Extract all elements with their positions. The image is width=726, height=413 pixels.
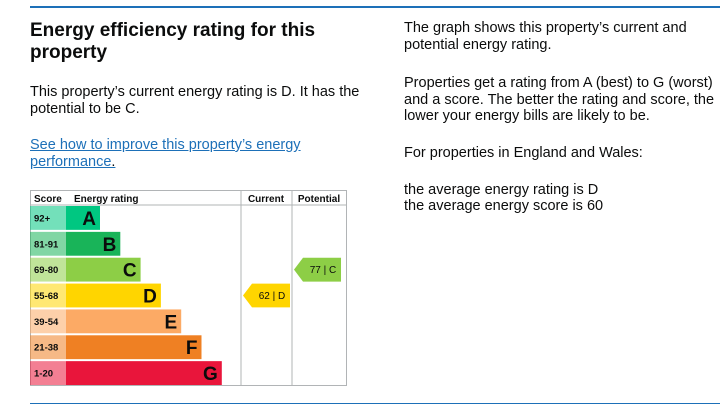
band-G-bar [66,361,222,385]
link-period: . [111,153,116,170]
bottom-divider [30,403,720,404]
rating-summary: Energy efficiency rating for this proper… [30,20,370,170]
band-F-score-cell [30,335,66,360]
average-rating-text: the average energy rating is D [404,182,599,198]
top-divider [30,6,720,8]
average-score-text: the average energy score is 60 [404,198,604,214]
energy-rating-column-header: Energy rating [74,194,138,205]
band-C-letter: C [123,261,137,282]
potential-rating-arrow [294,257,341,282]
band-E-letter: E [165,312,178,333]
band-D-score-cell [30,283,66,308]
rating-bands: 92+ A 81-91 B 69-80 C 55-68 D 39-54 E 21-38 F 1-20 G [30,206,222,385]
band-B-range: 81-91 [34,239,59,250]
band-D-range: 55-68 [34,291,58,302]
band-G-range: 1-20 [34,369,53,380]
band-B-score-cell [30,231,66,256]
section-heading: Energy efficiency rating for this proper… [30,20,316,63]
score-column-header: Score [34,194,62,205]
band-B-letter: B [103,235,117,256]
rating-markers: 62 | D 77 | C [243,257,341,308]
band-E-score-cell [30,309,66,334]
band-A-range: 92+ [34,213,51,224]
band-E-range: 39-54 [34,317,59,328]
band-F-bar [66,335,202,360]
band-G-score-cell [30,361,66,385]
energy-rating-graph: Score Energy rating Current Potential 92… [30,190,347,386]
potential-rating-label: 77 | C [310,265,337,276]
band-F-range: 21-38 [34,343,58,354]
energy-rating-chart: Score Energy rating Current Potential 92… [30,190,347,386]
band-F-letter: F [186,338,198,359]
band-A-bar [66,206,100,230]
rating-intro-text: This property’s current energy rating is… [30,84,360,117]
current-rating-label: 62 | D [259,291,286,302]
band-D-bar [66,283,161,308]
band-D-letter: D [143,287,157,308]
band-G-letter: G [203,364,218,385]
band-A-letter: A [82,209,96,230]
band-C-bar [66,257,141,282]
improve-energy-link[interactable]: See how to improve this property’s energ… [30,137,301,170]
current-column-header: Current [248,194,285,205]
current-rating-arrow [243,283,290,308]
band-B-bar [66,231,121,256]
band-C-score-cell [30,257,66,282]
band-E-bar [66,309,182,334]
potential-column-header: Potential [298,194,340,205]
band-A-score-cell [30,206,66,230]
rating-scale-description: Properties get a rating from A (best) to… [404,75,715,124]
region-note: For properties in England and Wales: [404,145,643,161]
graph-description: The graph shows this property’s current … [404,20,687,53]
band-C-range: 69-80 [34,265,58,276]
